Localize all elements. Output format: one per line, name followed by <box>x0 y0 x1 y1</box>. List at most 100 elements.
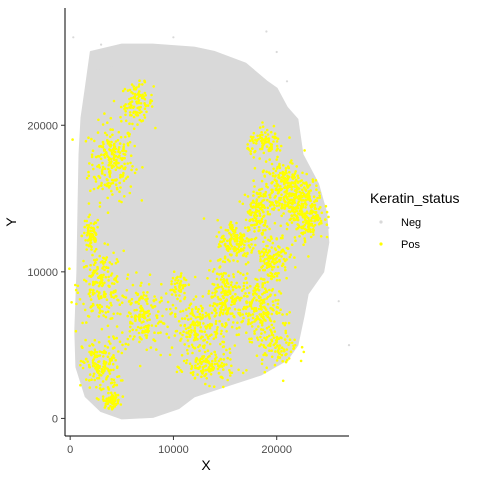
pos-point <box>140 119 143 123</box>
pos-point <box>109 293 113 296</box>
pos-point <box>111 401 115 404</box>
pos-point <box>143 107 147 111</box>
pos-point <box>100 367 104 371</box>
pos-point <box>253 291 257 295</box>
pos-point <box>271 333 275 337</box>
pos-point <box>307 225 310 228</box>
pos-point <box>114 163 118 167</box>
pos-point <box>110 295 113 299</box>
pos-point <box>241 202 245 206</box>
pos-point <box>145 110 148 114</box>
pos-point <box>317 222 321 226</box>
pos-point <box>90 248 93 251</box>
pos-point <box>289 161 292 164</box>
pos-point <box>101 395 105 398</box>
pos-point <box>268 317 271 320</box>
pos-point <box>217 359 221 363</box>
pos-point <box>199 326 202 329</box>
pos-point <box>132 115 136 119</box>
pos-point <box>286 175 290 179</box>
pos-point <box>243 243 246 247</box>
pos-point <box>150 93 153 97</box>
pos-point <box>277 298 280 302</box>
pos-point <box>103 344 107 348</box>
pos-point <box>244 262 248 266</box>
pos-point <box>108 359 112 363</box>
pos-point <box>196 310 200 314</box>
pos-point <box>263 139 266 142</box>
pos-point <box>192 323 195 327</box>
pos-point <box>251 313 255 316</box>
pos-point <box>272 265 276 269</box>
pos-point <box>190 309 194 313</box>
pos-point <box>245 312 248 316</box>
pos-point <box>294 170 298 173</box>
pos-point <box>269 344 272 348</box>
pos-point <box>208 342 212 346</box>
pos-point <box>141 315 144 319</box>
pos-point <box>125 289 129 292</box>
pos-point <box>114 178 117 182</box>
pos-point <box>313 219 316 223</box>
pos-point <box>115 366 119 370</box>
pos-point <box>219 332 223 336</box>
neg-point <box>255 72 258 76</box>
pos-point <box>276 265 280 269</box>
pos-point <box>267 259 271 263</box>
pos-point <box>97 276 100 280</box>
pos-point <box>213 315 216 318</box>
pos-point <box>270 338 273 342</box>
pos-point <box>262 169 266 172</box>
pos-point <box>216 326 219 329</box>
pos-point <box>128 191 132 195</box>
pos-point <box>135 102 139 105</box>
pos-point <box>263 236 267 239</box>
pos-point <box>193 376 197 380</box>
pos-point <box>304 206 307 209</box>
pos-point <box>109 368 112 372</box>
pos-point <box>96 218 100 222</box>
pos-point <box>221 260 225 263</box>
pos-point <box>307 255 310 258</box>
pos-point <box>216 283 220 287</box>
pos-point <box>278 278 281 282</box>
pos-point <box>244 292 247 295</box>
pos-point <box>214 333 218 336</box>
pos-point <box>276 165 280 169</box>
pos-point <box>98 303 102 307</box>
pos-point <box>324 218 327 221</box>
pos-point <box>280 178 283 182</box>
pos-point <box>249 213 252 216</box>
pos-point <box>192 370 195 374</box>
pos-point <box>106 178 109 182</box>
pos-point <box>109 401 112 404</box>
pos-point <box>196 367 200 370</box>
pos-point <box>112 282 116 286</box>
pos-point <box>102 153 106 157</box>
pos-point <box>253 166 257 170</box>
pos-point <box>280 204 284 207</box>
pos-point <box>301 195 304 199</box>
pos-point <box>270 202 273 206</box>
pos-point <box>247 239 250 243</box>
pos-point <box>305 172 309 176</box>
pos-point <box>209 259 212 263</box>
pos-point <box>120 301 124 305</box>
pos-point <box>229 312 232 316</box>
pos-point <box>260 131 263 134</box>
pos-point <box>259 343 263 346</box>
pos-point <box>278 260 282 263</box>
neg-point <box>275 50 278 54</box>
pos-point <box>107 391 110 395</box>
pos-point <box>275 158 279 161</box>
pos-point <box>111 181 115 185</box>
pos-point <box>235 238 239 241</box>
pos-point <box>101 145 105 149</box>
pos-point <box>232 259 235 262</box>
pos-point <box>74 288 78 292</box>
pos-point <box>141 83 144 86</box>
pos-point <box>123 107 126 111</box>
pos-point <box>325 223 329 226</box>
pos-point <box>91 253 94 257</box>
pos-point <box>131 165 134 168</box>
